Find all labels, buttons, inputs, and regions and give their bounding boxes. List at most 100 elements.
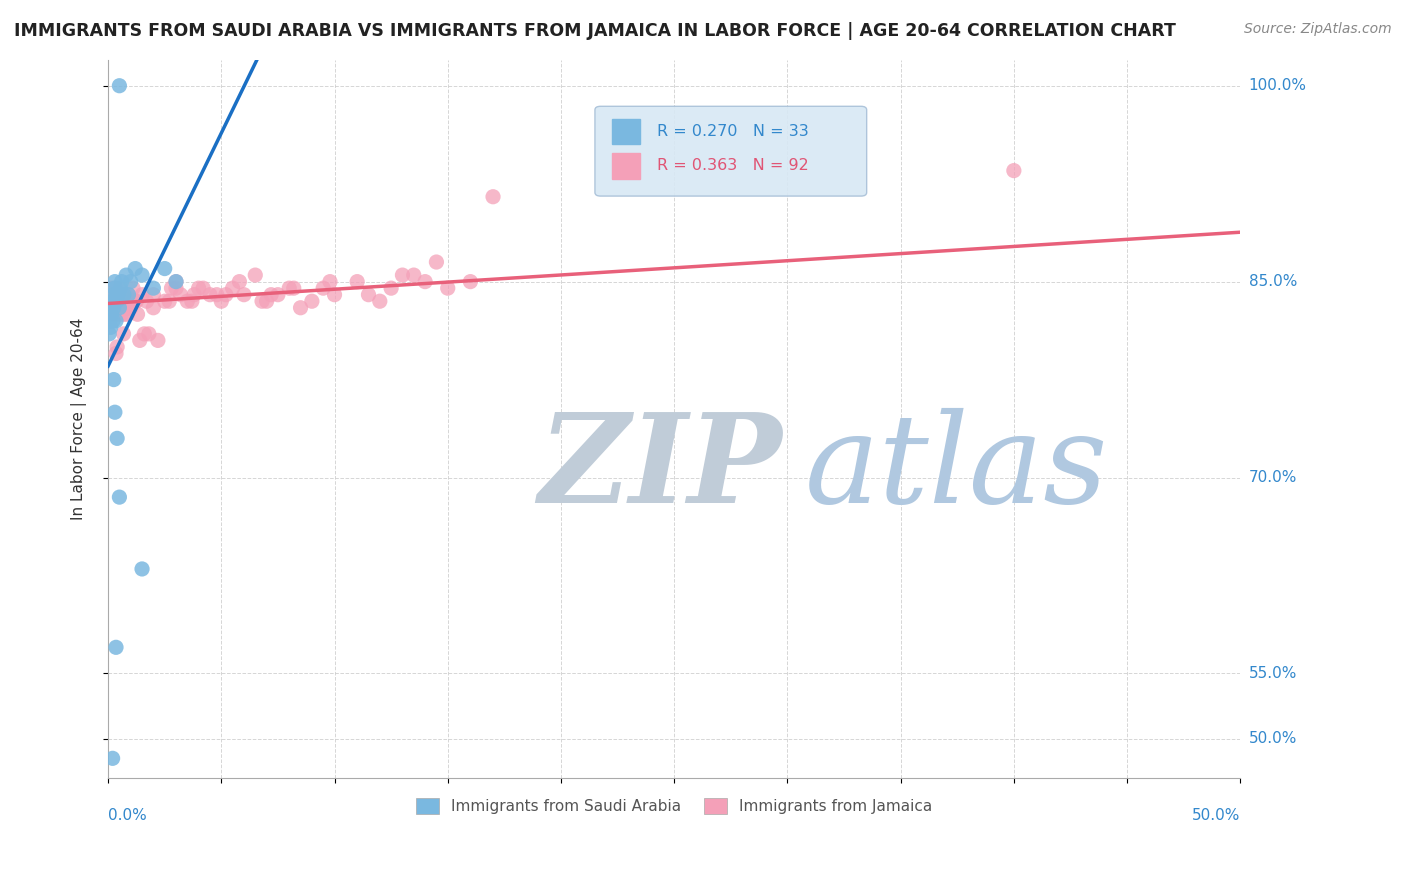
Text: 50.0%: 50.0% <box>1249 731 1296 747</box>
Point <box>114 287 136 301</box>
Point <box>98 287 121 301</box>
Point <box>108 301 131 315</box>
Legend: Immigrants from Saudi Arabia, Immigrants from Jamaica: Immigrants from Saudi Arabia, Immigrants… <box>409 792 939 821</box>
Point <box>108 78 131 93</box>
Point <box>323 287 346 301</box>
Point <box>402 268 425 282</box>
Text: Source: ZipAtlas.com: Source: ZipAtlas.com <box>1244 22 1392 37</box>
Point <box>117 287 139 301</box>
Point <box>103 373 125 387</box>
Point <box>105 294 128 309</box>
Point <box>98 314 121 328</box>
Text: 55.0%: 55.0% <box>1249 666 1296 681</box>
Point <box>104 275 127 289</box>
Point <box>105 287 128 301</box>
Point <box>98 326 121 341</box>
Point <box>142 281 165 295</box>
Point <box>104 294 127 309</box>
Y-axis label: In Labor Force | Age 20-64: In Labor Force | Age 20-64 <box>72 318 87 520</box>
Point <box>98 301 121 315</box>
Point <box>290 301 312 315</box>
Point <box>104 405 127 419</box>
Point <box>125 294 148 309</box>
Point <box>101 314 124 328</box>
Point <box>233 287 256 301</box>
Point <box>105 340 128 354</box>
Point <box>187 281 209 295</box>
Point <box>115 268 138 282</box>
Point <box>142 287 165 301</box>
Point <box>128 334 150 348</box>
Point <box>169 287 191 301</box>
Point <box>98 301 121 315</box>
Point <box>436 281 458 295</box>
Point <box>107 287 129 301</box>
Point <box>103 287 125 301</box>
Point <box>180 294 202 309</box>
Text: 50.0%: 50.0% <box>1192 808 1240 823</box>
Point <box>120 275 142 289</box>
Point <box>176 294 198 309</box>
Point <box>245 268 267 282</box>
Point <box>108 287 131 301</box>
Point <box>111 301 134 315</box>
Point <box>165 275 187 289</box>
Point <box>110 294 132 309</box>
Point <box>98 294 121 309</box>
Point <box>380 281 402 295</box>
Point <box>115 301 138 315</box>
Point <box>142 301 165 315</box>
Point <box>120 301 142 315</box>
Point <box>110 307 132 321</box>
Point <box>312 281 335 295</box>
Point <box>104 281 127 295</box>
Point <box>425 255 447 269</box>
Text: IMMIGRANTS FROM SAUDI ARABIA VS IMMIGRANTS FROM JAMAICA IN LABOR FORCE | AGE 20-: IMMIGRANTS FROM SAUDI ARABIA VS IMMIGRAN… <box>14 22 1175 40</box>
Point <box>131 562 153 576</box>
Point <box>209 294 232 309</box>
Bar <box>612 119 640 145</box>
Text: 0.0%: 0.0% <box>108 808 146 823</box>
Point <box>1002 163 1025 178</box>
Point <box>112 307 135 321</box>
Point <box>221 281 243 295</box>
Point <box>160 281 183 295</box>
Point <box>165 275 187 289</box>
Point <box>110 301 132 315</box>
Point <box>100 281 122 295</box>
Point <box>103 294 125 309</box>
Point <box>105 346 128 360</box>
Point <box>103 281 125 295</box>
Point <box>110 281 132 295</box>
Point <box>105 314 128 328</box>
Point <box>111 275 134 289</box>
Point <box>283 281 305 295</box>
Point <box>105 431 128 445</box>
Point <box>101 307 124 321</box>
Text: R = 0.363   N = 92: R = 0.363 N = 92 <box>657 159 808 173</box>
Point <box>105 287 128 301</box>
Point <box>108 281 131 295</box>
Point <box>114 301 136 315</box>
Point <box>278 281 301 295</box>
Point <box>101 294 124 309</box>
Point <box>260 287 283 301</box>
Point <box>215 287 238 301</box>
Point <box>138 326 160 341</box>
Text: 100.0%: 100.0% <box>1249 78 1306 94</box>
Point <box>391 268 413 282</box>
Text: atlas: atlas <box>804 409 1108 530</box>
Point <box>183 287 205 301</box>
Point <box>105 307 128 321</box>
FancyBboxPatch shape <box>595 106 866 196</box>
Point <box>267 287 290 301</box>
Point <box>482 190 505 204</box>
Point <box>205 287 228 301</box>
Point <box>105 294 128 309</box>
Point <box>346 275 368 289</box>
Point <box>111 287 134 301</box>
Point <box>319 275 342 289</box>
Point <box>124 294 146 309</box>
Point <box>101 294 124 309</box>
Point <box>250 294 273 309</box>
